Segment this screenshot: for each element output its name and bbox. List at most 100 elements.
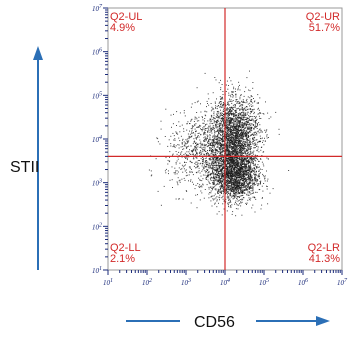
event-dot [240,195,242,197]
event-dot [241,108,243,110]
event-dot [252,187,254,189]
event-dot [235,111,237,113]
event-dot [214,176,216,178]
event-dot [226,172,228,174]
event-dot [231,132,233,134]
event-dot [207,179,209,181]
event-dot [230,161,232,163]
event-dot [253,162,254,164]
event-dot [226,138,228,140]
event-dot [255,120,257,122]
event-dot [243,101,245,103]
event-dot [229,128,231,130]
event-dot [227,176,229,178]
event-dot [254,126,256,127]
event-dot [226,137,228,139]
event-dot [212,143,214,145]
event-dot [192,149,194,151]
event-dot [215,107,217,109]
event-dot [229,77,230,79]
event-dot [230,124,232,126]
event-dot [235,130,237,132]
event-dot [251,157,253,159]
event-dot [229,198,231,200]
event-dot [245,132,247,133]
event-dot [217,134,219,136]
event-dot [235,110,237,112]
event-dot [233,161,235,163]
event-dot [243,163,245,165]
event-dot [174,146,176,148]
event-dot [247,160,249,162]
event-dot [217,126,219,128]
event-dot [214,185,216,187]
event-dot [219,101,221,103]
event-dot [225,128,227,130]
event-dot [182,138,184,140]
event-dot [233,126,235,127]
event-dot [230,206,232,208]
event-dot [236,112,238,113]
event-dot [192,127,194,129]
event-dot [228,92,230,94]
event-dot [240,190,242,192]
event-dot [221,152,223,153]
event-dot [239,116,241,118]
event-dot [256,165,258,167]
event-dot [252,158,254,160]
event-dot [250,147,252,149]
event-dot [248,119,250,121]
event-dot [222,104,224,106]
event-dot [246,137,248,139]
event-dot [227,101,229,103]
event-dot [237,122,239,124]
event-dot [255,158,257,160]
event-dot [228,136,230,138]
event-dot [202,117,203,119]
event-dot [239,96,241,98]
event-dot [231,151,232,153]
event-dot [254,147,256,149]
event-dot [241,150,242,152]
event-dot [198,167,200,169]
event-dot [239,146,241,148]
event-dot [244,181,246,183]
event-dot [239,195,241,197]
event-dot [226,167,228,168]
event-dot [259,141,261,143]
event-dot [240,187,242,189]
event-dot [247,169,248,171]
event-dot [236,171,237,173]
event-dot [251,130,253,132]
event-dot [217,156,219,158]
event-dot [233,189,235,191]
event-dot [187,157,188,159]
event-dot [215,162,217,164]
event-dot [215,188,217,190]
event-dot [249,173,251,175]
event-dot [237,161,239,163]
event-dot [242,197,244,199]
event-dot [244,144,246,146]
event-dot [226,140,228,142]
event-dot [230,111,232,113]
event-dot [234,175,236,177]
event-dot [251,142,253,144]
event-dot [257,124,259,126]
event-dot [257,159,259,161]
event-dot [221,97,223,99]
event-dot [211,165,213,166]
event-dot [217,188,219,190]
event-dot [222,175,224,177]
event-dot [235,146,237,148]
event-dot [204,118,206,119]
event-dot [256,134,258,136]
event-dot [241,136,243,138]
event-dot [234,166,236,168]
event-dot [216,183,218,185]
event-dot [216,121,218,123]
event-dot [231,135,233,137]
event-dot [228,108,230,110]
event-dot [232,119,234,121]
event-dot [179,112,181,114]
